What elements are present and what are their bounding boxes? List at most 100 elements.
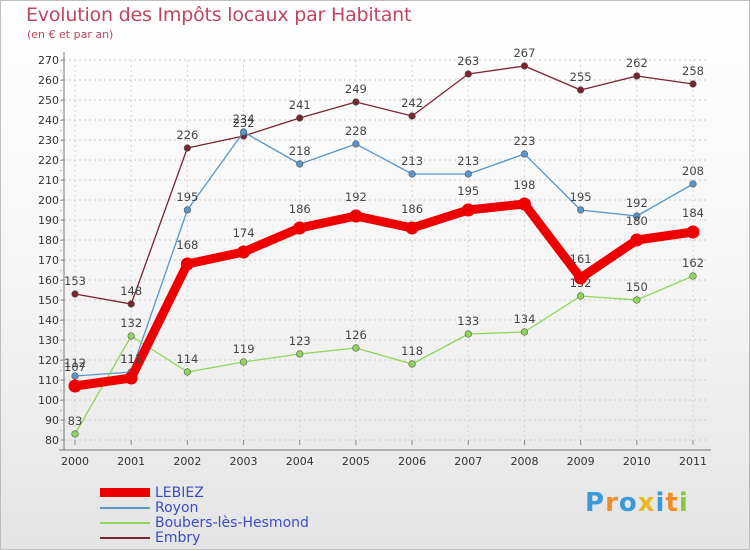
chart-title: Evolution des Impôts locaux par Habitant bbox=[26, 4, 412, 26]
data-label: 83 bbox=[68, 414, 83, 428]
data-label: 198 bbox=[513, 178, 535, 192]
y-tick-label: 230 bbox=[38, 134, 59, 147]
data-point bbox=[520, 328, 529, 336]
data-point bbox=[296, 114, 304, 122]
chart-subtitle: (en € et par an) bbox=[27, 28, 114, 41]
data-label: 208 bbox=[682, 164, 704, 178]
x-tick-label: 2011 bbox=[679, 455, 707, 468]
data-point bbox=[577, 292, 585, 300]
chart-legend: LEBIEZ Royon Boubers-lès-Hesmond Embry bbox=[100, 485, 360, 546]
y-tick-label: 80 bbox=[45, 434, 59, 447]
data-point bbox=[68, 379, 82, 393]
legend-label: Royon bbox=[155, 500, 199, 516]
data-point bbox=[633, 72, 641, 80]
data-point bbox=[127, 300, 135, 308]
data-point bbox=[689, 272, 697, 280]
proxiti-logo: Proxiti bbox=[585, 488, 689, 518]
legend-item: Embry bbox=[100, 530, 360, 546]
legend-swatch bbox=[100, 522, 150, 524]
legend-label: LEBIEZ bbox=[155, 485, 204, 501]
data-point bbox=[520, 150, 529, 158]
data-point bbox=[349, 209, 363, 223]
y-tick-label: 250 bbox=[38, 94, 59, 107]
data-point bbox=[71, 290, 79, 298]
data-label: 255 bbox=[570, 70, 592, 84]
y-tick-label: 150 bbox=[38, 294, 59, 307]
data-label: 241 bbox=[289, 98, 311, 112]
logo-letter: i bbox=[655, 488, 666, 518]
legend-item: LEBIEZ bbox=[100, 485, 360, 501]
data-point bbox=[461, 203, 475, 217]
x-tick-label: 2007 bbox=[454, 455, 482, 468]
y-tick-label: 260 bbox=[38, 74, 59, 87]
legend-label: Embry bbox=[155, 530, 201, 546]
data-point bbox=[689, 80, 697, 88]
data-label: 218 bbox=[289, 144, 311, 158]
data-point bbox=[405, 221, 419, 235]
y-tick-label: 130 bbox=[38, 334, 59, 347]
data-point bbox=[293, 221, 307, 235]
logo-letter: o bbox=[618, 488, 638, 518]
data-label: 213 bbox=[457, 154, 479, 168]
data-label: 148 bbox=[120, 284, 142, 298]
x-tick-label: 2003 bbox=[230, 455, 258, 468]
data-point bbox=[464, 330, 472, 338]
legend-swatch bbox=[100, 507, 150, 509]
x-tick-label: 2004 bbox=[286, 455, 314, 468]
y-tick-label: 110 bbox=[38, 374, 59, 387]
data-point bbox=[520, 62, 529, 70]
data-label: 161 bbox=[570, 252, 592, 266]
data-point bbox=[352, 344, 360, 352]
y-tick-label: 140 bbox=[38, 314, 59, 327]
x-tick-label: 2006 bbox=[398, 455, 426, 468]
data-point bbox=[352, 98, 360, 106]
data-point bbox=[183, 206, 191, 214]
data-point bbox=[408, 360, 416, 368]
data-point bbox=[408, 170, 416, 178]
x-tick-label: 2000 bbox=[61, 455, 89, 468]
data-label: 262 bbox=[626, 56, 648, 70]
data-label: 228 bbox=[345, 124, 367, 138]
data-label: 119 bbox=[233, 342, 255, 356]
data-point bbox=[71, 372, 79, 380]
series-line-embry bbox=[74, 65, 694, 305]
data-point bbox=[180, 257, 194, 271]
data-label: 132 bbox=[120, 316, 142, 330]
data-label: 213 bbox=[401, 154, 423, 168]
legend-label: Boubers-lès-Hesmond bbox=[155, 515, 309, 531]
y-tick-label: 180 bbox=[38, 234, 59, 247]
data-label: 186 bbox=[289, 202, 311, 216]
data-point bbox=[124, 371, 138, 385]
logo-letter: r bbox=[605, 488, 619, 518]
data-point bbox=[686, 225, 700, 239]
data-label: 118 bbox=[401, 344, 423, 358]
logo-letter: t bbox=[665, 488, 679, 518]
data-label: 153 bbox=[64, 274, 86, 288]
y-tick-label: 200 bbox=[38, 194, 59, 207]
series-line-royon bbox=[74, 131, 694, 377]
data-label: 226 bbox=[176, 128, 198, 142]
data-point bbox=[630, 233, 644, 247]
data-label: 162 bbox=[682, 256, 704, 270]
data-label: 107 bbox=[64, 360, 86, 374]
data-point bbox=[237, 245, 251, 259]
data-label: 134 bbox=[513, 312, 535, 326]
logo-letter: P bbox=[585, 488, 606, 518]
data-label: 126 bbox=[345, 328, 367, 342]
data-label: 249 bbox=[345, 82, 367, 96]
data-point bbox=[577, 86, 585, 94]
y-tick-label: 100 bbox=[38, 394, 59, 407]
y-tick-label: 270 bbox=[38, 54, 59, 67]
legend-item: Royon bbox=[100, 500, 360, 516]
data-point bbox=[127, 332, 135, 340]
x-tick-label: 2010 bbox=[623, 455, 651, 468]
y-tick-label: 220 bbox=[38, 154, 59, 167]
data-point bbox=[633, 296, 641, 304]
data-label: 150 bbox=[626, 280, 648, 294]
legend-item: Boubers-lès-Hesmond bbox=[100, 515, 360, 531]
data-label: 114 bbox=[176, 352, 198, 366]
x-tick-label: 2001 bbox=[117, 455, 145, 468]
series-line-lebiez bbox=[70, 199, 698, 391]
x-tick-label: 2005 bbox=[342, 455, 370, 468]
